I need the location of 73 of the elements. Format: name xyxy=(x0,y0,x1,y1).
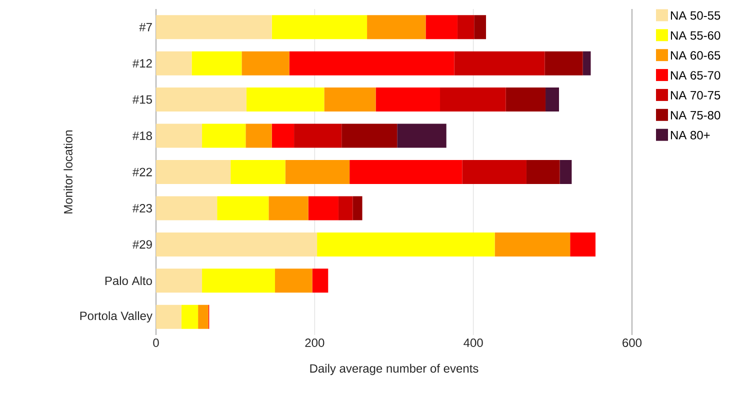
bar xyxy=(526,160,560,184)
bar xyxy=(454,51,545,76)
legend-label: NA 50-55 xyxy=(670,11,720,20)
bar xyxy=(198,304,208,329)
bar xyxy=(156,268,202,293)
bar xyxy=(242,51,290,76)
legend-label: NA 65-70 xyxy=(670,71,720,80)
bar xyxy=(272,15,368,40)
bar xyxy=(192,51,242,76)
y-axis-title: Monitor location xyxy=(64,130,72,214)
bar xyxy=(156,51,192,76)
y-tick-label: #23 xyxy=(132,204,152,212)
x-tick-label: 0 xyxy=(153,338,159,348)
bar xyxy=(317,232,495,256)
bar xyxy=(312,268,328,293)
bar xyxy=(202,268,276,293)
y-tick-label: Portola Valley xyxy=(80,311,152,322)
bar xyxy=(156,88,246,112)
y-tick-label: #22 xyxy=(132,168,152,176)
bar xyxy=(426,15,458,40)
x-tick-label: 200 xyxy=(305,338,324,348)
bar xyxy=(268,196,308,220)
bar xyxy=(367,15,426,40)
bar xyxy=(308,196,338,220)
bar xyxy=(156,196,218,220)
legend-label: NA 80+ xyxy=(670,130,710,140)
y-tick-label: #7 xyxy=(139,22,152,32)
x-tick-label: 600 xyxy=(622,338,642,348)
bar xyxy=(246,124,272,148)
legend-label: NA 55-60 xyxy=(670,31,720,40)
y-tick-label: #15 xyxy=(132,95,152,104)
bar xyxy=(285,160,350,184)
legend-label: NA 75-80 xyxy=(670,110,720,120)
bar xyxy=(376,88,440,112)
bar xyxy=(582,51,591,76)
legend-label: NA 70-75 xyxy=(670,91,720,100)
x-axis-title: Daily average number of events xyxy=(310,364,478,376)
bar xyxy=(202,124,246,148)
bar xyxy=(570,232,596,256)
bar xyxy=(272,124,294,148)
y-tick-label: #12 xyxy=(132,59,152,68)
y-tick-label: #29 xyxy=(132,240,152,249)
bar xyxy=(440,88,506,112)
bar xyxy=(275,268,312,293)
y-tick-label: Palo Alto xyxy=(105,276,152,286)
bar xyxy=(156,232,318,256)
x-tick-label: 400 xyxy=(464,338,483,348)
bar xyxy=(230,160,286,184)
legend-label: NA 60-65 xyxy=(670,51,720,60)
bar xyxy=(342,124,398,148)
bar xyxy=(560,160,572,184)
bar xyxy=(217,196,269,220)
bar xyxy=(338,196,353,220)
bar xyxy=(294,124,342,148)
bar xyxy=(506,88,546,112)
bar xyxy=(156,304,182,329)
bar xyxy=(156,15,272,40)
bar xyxy=(494,232,570,256)
bar xyxy=(156,124,202,148)
bar xyxy=(462,160,526,184)
bar xyxy=(289,51,454,76)
bar xyxy=(474,15,486,40)
bar xyxy=(397,124,446,148)
y-tick-label: #18 xyxy=(132,132,152,140)
bar xyxy=(246,88,324,112)
bar xyxy=(324,88,376,112)
bar xyxy=(181,304,198,329)
bar xyxy=(350,160,462,184)
bar xyxy=(546,88,560,112)
bar xyxy=(352,196,362,220)
bar xyxy=(457,15,474,40)
bar xyxy=(156,160,231,184)
bar xyxy=(544,51,583,76)
